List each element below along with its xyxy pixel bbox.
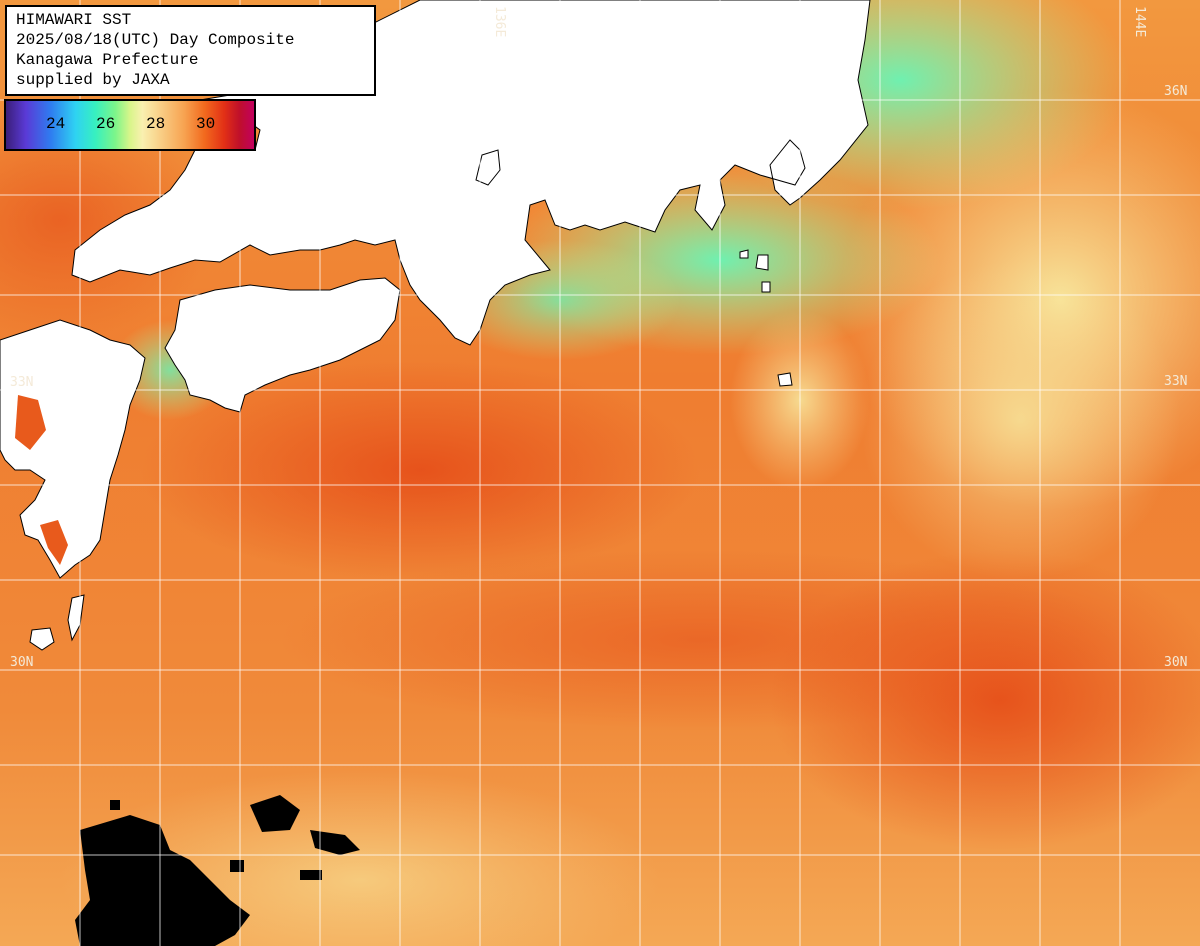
legend-tick-24: 24 bbox=[46, 115, 66, 133]
label-lat-30n-left: 30N bbox=[10, 655, 33, 670]
pale-swirl-east bbox=[860, 260, 1180, 580]
legend-tick-28: 28 bbox=[146, 115, 166, 133]
label-lat-33n-left: 33N bbox=[10, 375, 33, 390]
title-product: HIMAWARI SST bbox=[16, 11, 132, 29]
bay-ariake bbox=[15, 395, 46, 450]
island-izu-3 bbox=[761, 281, 771, 293]
island-izu-1 bbox=[755, 254, 769, 271]
land-shikoku bbox=[164, 277, 401, 413]
label-lat-33n-right: 33N bbox=[1164, 374, 1187, 389]
island-izu-4 bbox=[777, 372, 793, 387]
bay-kagoshima bbox=[40, 520, 68, 565]
island-izu-2 bbox=[739, 249, 749, 259]
title-date: 2025/08/18(UTC) Day Composite bbox=[16, 31, 295, 49]
legend-tick-26: 26 bbox=[96, 115, 116, 133]
label-lat-36n-right: 36N bbox=[1164, 84, 1187, 99]
warm-band-south bbox=[280, 550, 1120, 730]
label-lon-144e: 144E bbox=[1132, 6, 1147, 37]
legend-tick-30: 30 bbox=[196, 115, 216, 133]
temperature-legend: 24 26 28 30 bbox=[4, 99, 256, 151]
title-organization: Kanagawa Prefecture bbox=[16, 51, 199, 69]
title-credit: supplied by JAXA bbox=[16, 71, 170, 89]
warm-core-northwest bbox=[0, 100, 220, 340]
land-kyushu bbox=[0, 319, 146, 579]
title-box: HIMAWARI SST 2025/08/18(UTC) Day Composi… bbox=[5, 5, 376, 96]
cloud-mask bbox=[75, 795, 360, 946]
land-islet-north bbox=[475, 149, 501, 186]
label-lon-136e: 136E bbox=[492, 6, 507, 37]
label-lat-30n-right: 30N bbox=[1164, 655, 1187, 670]
island-yakushima bbox=[29, 627, 55, 651]
